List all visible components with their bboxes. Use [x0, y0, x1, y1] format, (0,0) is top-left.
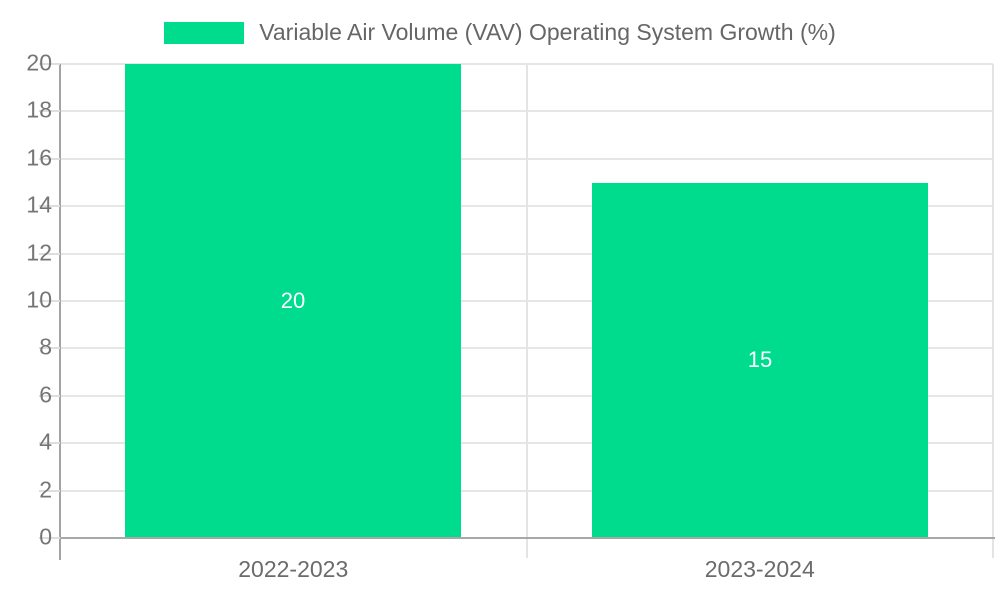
- y-tick-4: [39, 442, 60, 445]
- y-tick-20: [39, 63, 60, 65]
- legend-label: Variable Air Volume (VAV) Operating Syst…: [259, 19, 836, 45]
- bar-2022-2023[interactable]: 20: [125, 64, 461, 538]
- bar-value-label-2022-2023: 20: [280, 288, 306, 313]
- y-tick-label-18: 18: [26, 96, 52, 123]
- y-tick-label-4: 4: [39, 428, 52, 455]
- y-tick-6: [39, 394, 60, 397]
- x-category-label-2022-2023: 2022-2023: [238, 556, 349, 582]
- legend-swatch-icon: [164, 21, 245, 44]
- y-tick-label-14: 14: [26, 191, 52, 218]
- y-tick-label-8: 8: [39, 333, 52, 360]
- y-tick-label-0: 0: [39, 523, 52, 550]
- bar-value-label-2023-2024: 15: [747, 347, 773, 373]
- y-tick-16: [39, 157, 60, 160]
- y-tick-2: [39, 489, 60, 492]
- bar-2023-2024[interactable]: 15: [592, 182, 928, 538]
- y-tick-label-2: 2: [39, 476, 52, 503]
- category-boundary-2: [992, 64, 994, 558]
- plot-area: 20 15: [60, 63, 994, 558]
- y-tick-label-6: 6: [39, 381, 52, 408]
- y-tick-8: [39, 347, 60, 350]
- y-tick-18: [39, 110, 60, 113]
- category-boundary-1: [525, 64, 528, 558]
- y-axis-line: [59, 64, 61, 560]
- y-tick-label-10: 10: [26, 286, 52, 313]
- x-category-label-2023-2024: 2023-2024: [704, 556, 815, 582]
- x-axis-line: [59, 537, 995, 539]
- y-tick-14: [39, 205, 60, 208]
- y-tick-10: [39, 300, 60, 302]
- y-tick-label-16: 16: [26, 144, 52, 171]
- legend[interactable]: Variable Air Volume (VAV) Operating Syst…: [0, 10, 1000, 55]
- y-tick-label-12: 12: [26, 239, 52, 266]
- y-tick-12: [39, 252, 60, 255]
- y-tick-0: [39, 537, 60, 539]
- y-tick-label-20: 20: [26, 49, 52, 76]
